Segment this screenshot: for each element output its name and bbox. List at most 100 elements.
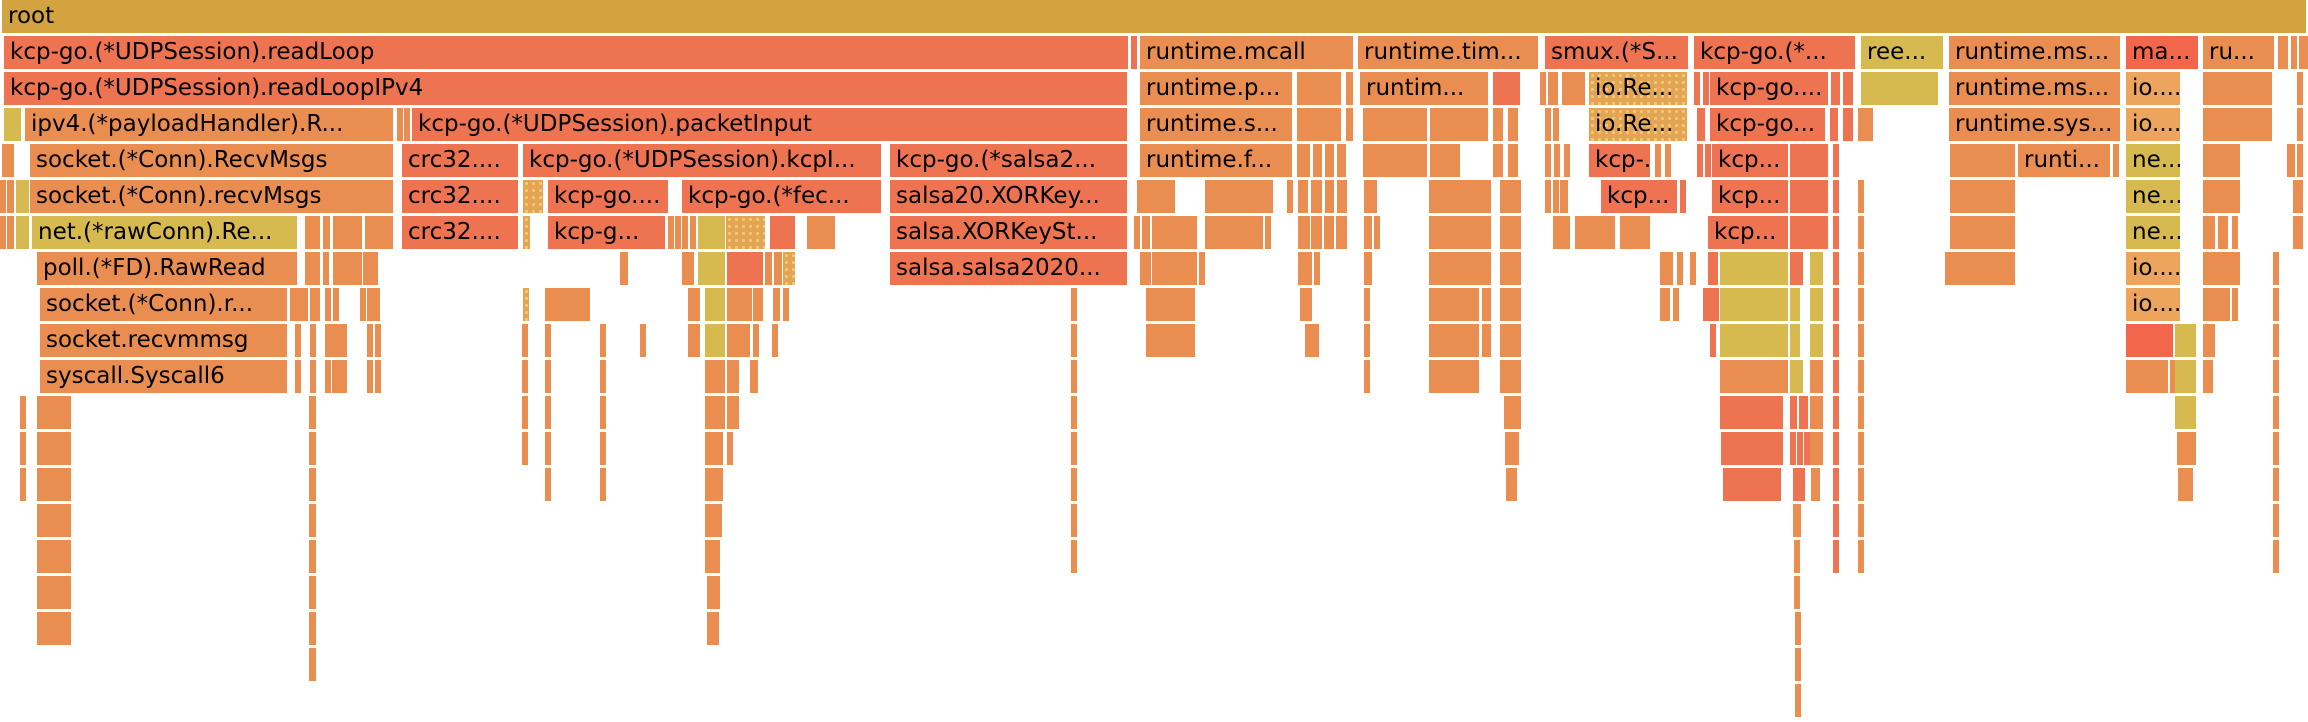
flame-cell-fragment[interactable] bbox=[1493, 108, 1503, 141]
flame-cell[interactable]: ne... bbox=[2126, 216, 2180, 249]
flame-cell-fragment[interactable] bbox=[727, 252, 763, 285]
flame-cell-fragment[interactable] bbox=[545, 324, 551, 357]
flame-cell-fragment[interactable] bbox=[705, 324, 725, 357]
flame-cell-fragment[interactable] bbox=[705, 288, 725, 321]
flame-cell-fragment[interactable] bbox=[1430, 144, 1460, 177]
flame-cell-fragment[interactable] bbox=[2232, 288, 2238, 321]
flame-cell-fragment[interactable] bbox=[1810, 432, 1823, 465]
flame-cell-fragment[interactable] bbox=[1364, 252, 1372, 285]
flame-cell-fragment[interactable] bbox=[1297, 108, 1341, 141]
flame-cell-fragment[interactable] bbox=[1134, 216, 1140, 249]
flame-cell-fragment[interactable] bbox=[367, 288, 380, 321]
flame-cell-fragment[interactable] bbox=[20, 432, 26, 465]
flame-cell-fragment[interactable] bbox=[309, 612, 316, 645]
flame-cell[interactable]: smux.(*S... bbox=[1545, 36, 1688, 69]
flame-cell-fragment[interactable] bbox=[1325, 144, 1334, 177]
flame-cell-fragment[interactable] bbox=[705, 360, 725, 393]
flame-cell[interactable]: crc32.... bbox=[402, 216, 518, 249]
flame-cell-fragment[interactable] bbox=[1564, 144, 1570, 177]
flame-cell-fragment[interactable] bbox=[1655, 144, 1661, 177]
flame-cell-fragment[interactable] bbox=[310, 360, 316, 393]
flame-cell-fragment[interactable] bbox=[1298, 216, 1304, 249]
flame-cell-fragment[interactable] bbox=[365, 216, 393, 249]
flame-cell-fragment[interactable] bbox=[1831, 72, 1840, 105]
flame-cell[interactable]: runtime.mcall bbox=[1140, 36, 1353, 69]
flame-cell-fragment[interactable] bbox=[37, 396, 71, 429]
flame-cell-fragment[interactable] bbox=[7, 216, 14, 249]
flame-cell-fragment[interactable] bbox=[1810, 396, 1823, 429]
flame-cell-fragment[interactable] bbox=[1071, 324, 1077, 357]
flame-cell[interactable]: kcp... bbox=[1712, 180, 1788, 213]
flame-cell-fragment[interactable] bbox=[1142, 216, 1150, 249]
flame-cell-fragment[interactable] bbox=[1810, 288, 1823, 321]
flame-cell-fragment[interactable] bbox=[1287, 180, 1293, 213]
flame-cell-fragment[interactable] bbox=[305, 252, 320, 285]
flame-cell-fragment[interactable] bbox=[1833, 396, 1839, 429]
flame-cell-fragment[interactable] bbox=[309, 540, 316, 573]
flame-cell[interactable]: runtime.sys... bbox=[1949, 108, 2120, 141]
flame-cell-fragment[interactable] bbox=[1660, 288, 1670, 321]
flame-cell-fragment[interactable] bbox=[1364, 288, 1370, 321]
flame-cell-fragment[interactable] bbox=[1833, 252, 1839, 285]
flame-cell-fragment[interactable] bbox=[1341, 216, 1347, 249]
flame-cell-fragment[interactable] bbox=[2278, 36, 2288, 69]
flame-cell-fragment[interactable] bbox=[2299, 36, 2305, 69]
flame-cell-fragment[interactable] bbox=[705, 504, 722, 537]
flame-cell[interactable]: kcp-go.(*UDPSession).packetInput bbox=[412, 108, 1127, 141]
flame-cell-fragment[interactable] bbox=[783, 288, 789, 321]
flame-cell[interactable]: syscall.Syscall6 bbox=[40, 360, 287, 393]
flame-cell-fragment[interactable] bbox=[325, 324, 347, 357]
flame-cell-fragment[interactable] bbox=[2126, 360, 2168, 393]
flame-cell-fragment[interactable] bbox=[1665, 144, 1671, 177]
flame-cell[interactable]: crc32.... bbox=[402, 144, 518, 177]
flame-cell-fragment[interactable] bbox=[2203, 108, 2272, 141]
flame-cell-fragment[interactable] bbox=[1790, 144, 1828, 177]
flame-cell-fragment[interactable] bbox=[1858, 504, 1864, 537]
flame-cell-fragment[interactable] bbox=[1131, 36, 1137, 69]
flame-cell-fragment[interactable] bbox=[1721, 432, 1783, 465]
flame-cell-fragment[interactable] bbox=[1720, 396, 1783, 429]
flame-cell-fragment[interactable] bbox=[753, 324, 759, 357]
flame-cell[interactable]: runtime.s... bbox=[1140, 108, 1292, 141]
flame-cell-fragment[interactable] bbox=[1137, 180, 1175, 213]
flame-cell[interactable]: kcp-go... bbox=[1710, 108, 1825, 141]
flame-cell-fragment[interactable] bbox=[1697, 108, 1705, 141]
flame-cell-fragment[interactable] bbox=[332, 360, 347, 393]
flame-cell-fragment[interactable] bbox=[1703, 72, 1709, 105]
flame-cell-fragment[interactable] bbox=[16, 180, 29, 213]
flame-cell-fragment[interactable] bbox=[733, 396, 739, 429]
flame-cell-fragment[interactable] bbox=[1705, 144, 1711, 177]
flame-cell-fragment[interactable] bbox=[765, 252, 772, 285]
flame-cell[interactable]: io.... bbox=[2126, 288, 2180, 321]
flame-cell-fragment[interactable] bbox=[2177, 432, 2196, 465]
flame-cell-fragment[interactable] bbox=[727, 288, 752, 321]
flame-cell-fragment[interactable] bbox=[1804, 432, 1810, 465]
flame-cell-fragment[interactable] bbox=[375, 360, 381, 393]
flame-cell-fragment[interactable] bbox=[620, 252, 628, 285]
flame-cell-fragment[interactable] bbox=[1504, 396, 1521, 429]
flame-cell-fragment[interactable] bbox=[37, 432, 71, 465]
flame-cell-fragment[interactable] bbox=[1858, 432, 1864, 465]
flame-cell-fragment[interactable] bbox=[733, 360, 739, 393]
flame-cell-fragment[interactable] bbox=[2203, 252, 2240, 285]
flame-cell-fragment[interactable] bbox=[688, 252, 694, 285]
flame-cell-fragment[interactable] bbox=[2232, 216, 2238, 249]
flame-cell-fragment[interactable] bbox=[2297, 72, 2303, 105]
flame-cell-fragment[interactable] bbox=[1673, 288, 1679, 321]
flame-cell-fragment[interactable] bbox=[2273, 468, 2279, 501]
flame-cell-fragment[interactable] bbox=[37, 504, 71, 537]
flame-cell-fragment[interactable] bbox=[1680, 180, 1686, 213]
flame-cell-fragment[interactable] bbox=[694, 324, 700, 357]
flame-cell-fragment[interactable] bbox=[2273, 360, 2279, 393]
flame-cell-fragment[interactable] bbox=[2126, 324, 2173, 357]
flame-cell[interactable]: runtime.p... bbox=[1140, 72, 1292, 105]
flame-cell-fragment[interactable] bbox=[1505, 432, 1519, 465]
flame-cell-fragment[interactable] bbox=[2273, 288, 2279, 321]
flame-cell-fragment[interactable] bbox=[1833, 540, 1839, 573]
flame-cell-fragment[interactable] bbox=[1363, 144, 1427, 177]
flame-cell-fragment[interactable] bbox=[1797, 432, 1803, 465]
flame-cell-fragment[interactable] bbox=[1346, 72, 1353, 105]
flame-cell-fragment[interactable] bbox=[640, 324, 646, 357]
flame-cell-fragment[interactable] bbox=[1720, 288, 1788, 321]
flame-cell-fragment[interactable] bbox=[1562, 72, 1585, 105]
